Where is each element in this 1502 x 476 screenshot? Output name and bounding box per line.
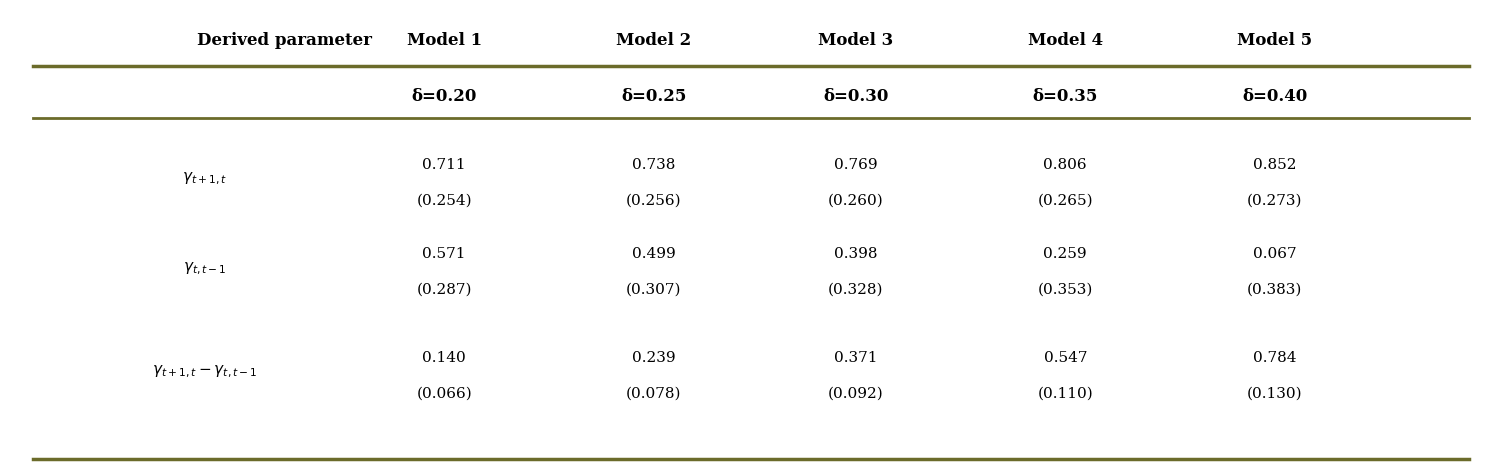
Text: Model 4: Model 4 xyxy=(1027,32,1102,49)
Text: 0.784: 0.784 xyxy=(1253,351,1296,365)
Text: 0.852: 0.852 xyxy=(1253,158,1296,172)
Text: (0.273): (0.273) xyxy=(1247,193,1302,208)
Text: (0.092): (0.092) xyxy=(828,386,883,400)
Text: 0.769: 0.769 xyxy=(834,158,877,172)
Text: (0.265): (0.265) xyxy=(1038,193,1093,208)
Text: 0.499: 0.499 xyxy=(632,248,676,261)
Text: δ=0.25: δ=0.25 xyxy=(620,89,686,105)
Text: 0.806: 0.806 xyxy=(1044,158,1087,172)
Text: (0.130): (0.130) xyxy=(1247,386,1302,400)
Text: 0.398: 0.398 xyxy=(834,248,877,261)
Text: (0.110): (0.110) xyxy=(1038,386,1093,400)
Text: (0.254): (0.254) xyxy=(416,193,472,208)
Text: (0.383): (0.383) xyxy=(1247,283,1302,297)
Text: 0.738: 0.738 xyxy=(632,158,676,172)
Text: Model 5: Model 5 xyxy=(1238,32,1313,49)
Text: (0.256): (0.256) xyxy=(626,193,682,208)
Text: (0.066): (0.066) xyxy=(416,386,472,400)
Text: Model 2: Model 2 xyxy=(616,32,691,49)
Text: 0.571: 0.571 xyxy=(422,248,466,261)
Text: $\gamma_{t+1,t}-\gamma_{t,t-1}$: $\gamma_{t+1,t}-\gamma_{t,t-1}$ xyxy=(152,364,258,380)
Text: 0.239: 0.239 xyxy=(632,351,676,365)
Text: 0.259: 0.259 xyxy=(1044,248,1087,261)
Text: δ=0.35: δ=0.35 xyxy=(1032,89,1098,105)
Text: (0.260): (0.260) xyxy=(828,193,883,208)
Text: (0.307): (0.307) xyxy=(626,283,682,297)
Text: (0.353): (0.353) xyxy=(1038,283,1093,297)
Text: 0.547: 0.547 xyxy=(1044,351,1087,365)
Text: δ=0.30: δ=0.30 xyxy=(823,89,889,105)
Text: (0.078): (0.078) xyxy=(626,386,682,400)
Text: $\gamma_{t,t-1}$: $\gamma_{t,t-1}$ xyxy=(183,260,227,277)
Text: (0.287): (0.287) xyxy=(416,283,472,297)
Text: 0.711: 0.711 xyxy=(422,158,466,172)
Text: (0.328): (0.328) xyxy=(828,283,883,297)
Text: 0.067: 0.067 xyxy=(1253,248,1296,261)
Text: Model 3: Model 3 xyxy=(819,32,894,49)
Text: Model 1: Model 1 xyxy=(407,32,482,49)
Text: Derived parameter: Derived parameter xyxy=(197,32,372,49)
Text: 0.371: 0.371 xyxy=(834,351,877,365)
Text: 0.140: 0.140 xyxy=(422,351,466,365)
Text: $\gamma_{t+1,t}$: $\gamma_{t+1,t}$ xyxy=(182,171,227,188)
Text: δ=0.20: δ=0.20 xyxy=(412,89,478,105)
Text: δ=0.40: δ=0.40 xyxy=(1242,89,1307,105)
